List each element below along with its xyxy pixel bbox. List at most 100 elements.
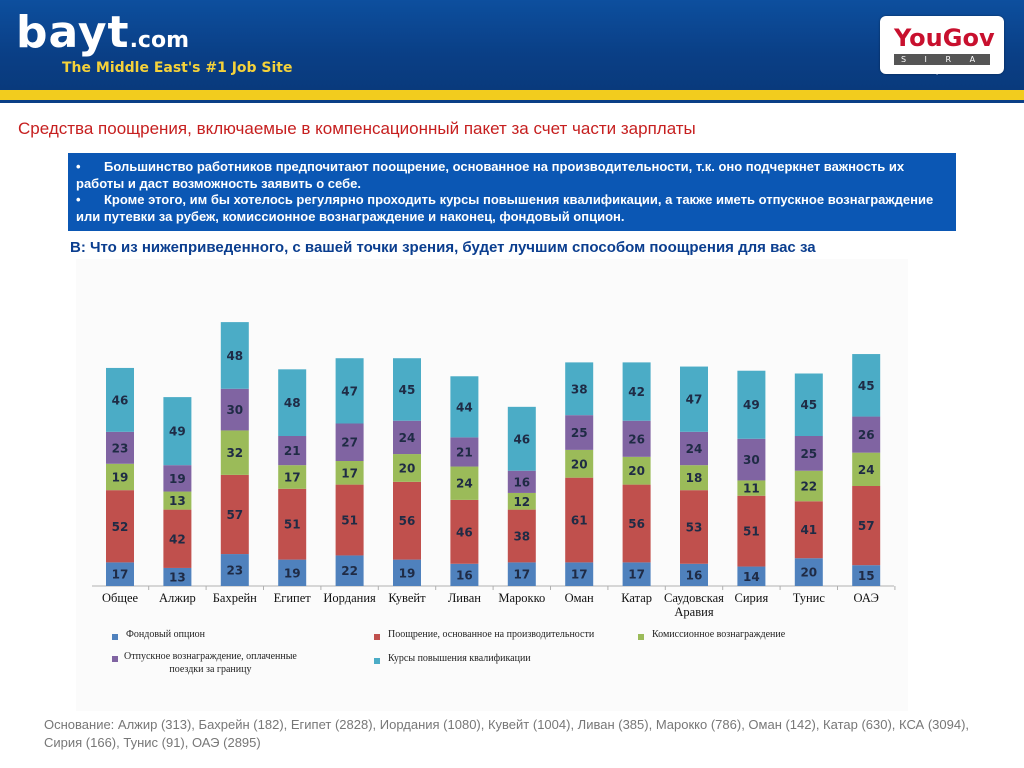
bar-segment bbox=[450, 499, 479, 564]
yougov-logo[interactable]: YouGov S I R A J bbox=[880, 16, 1004, 75]
data-label: 52 bbox=[112, 520, 129, 534]
bar-segment bbox=[507, 509, 536, 563]
data-label: 17 bbox=[628, 568, 645, 582]
bar-segment bbox=[852, 354, 881, 417]
bar-segment bbox=[278, 369, 307, 436]
data-label: 16 bbox=[513, 475, 530, 489]
data-label: 44 bbox=[456, 400, 473, 414]
data-label: 46 bbox=[456, 525, 473, 539]
header-divider bbox=[0, 100, 1024, 103]
data-label: 25 bbox=[571, 426, 588, 440]
x-tick-label: Аравия bbox=[674, 605, 713, 619]
x-tick-label: Оман bbox=[565, 591, 594, 605]
bar-segment bbox=[220, 322, 249, 389]
data-label: 45 bbox=[800, 398, 817, 412]
data-label: 16 bbox=[686, 568, 703, 582]
insight-box: • Большинство работников предпочитают поо… bbox=[68, 153, 956, 231]
data-label: 19 bbox=[284, 566, 301, 580]
data-label: 23 bbox=[112, 441, 129, 455]
data-label: 24 bbox=[456, 477, 473, 491]
header-banner: bayt.com The Middle East's #1 Job Site Y… bbox=[0, 0, 1024, 90]
data-label: 17 bbox=[284, 470, 301, 484]
header-accent-stripe bbox=[0, 90, 1024, 100]
bar-segment bbox=[794, 558, 823, 586]
bar-segment bbox=[794, 501, 823, 559]
data-label: 12 bbox=[513, 495, 530, 509]
data-label: 14 bbox=[743, 570, 760, 584]
x-tick-label: Ливан bbox=[448, 591, 481, 605]
bar-segment bbox=[220, 474, 249, 555]
insight-bullet: • Кроме этого, им бы хотелось регулярно п… bbox=[76, 192, 948, 225]
bar-segment bbox=[737, 370, 766, 439]
data-label: 25 bbox=[800, 447, 817, 461]
x-tick-label: Саудовская bbox=[664, 591, 724, 605]
bar-segment bbox=[794, 435, 823, 471]
data-label: 22 bbox=[800, 479, 817, 493]
x-tick-label: Сирия bbox=[735, 591, 769, 605]
data-label: 15 bbox=[858, 569, 875, 583]
x-tick-label: Тунис bbox=[793, 591, 826, 605]
data-label: 48 bbox=[226, 349, 243, 363]
bullet-symbol: • bbox=[76, 192, 81, 207]
bar-segment bbox=[852, 565, 881, 586]
bar-segment bbox=[737, 480, 766, 496]
survey-question: В: Что из нижеприведенного, с вашей точк… bbox=[70, 239, 816, 256]
data-label: 47 bbox=[341, 384, 358, 398]
data-label: 49 bbox=[169, 425, 186, 439]
x-tick-label: Общее bbox=[102, 591, 139, 605]
bar-segment bbox=[507, 492, 536, 510]
data-label: 19 bbox=[399, 566, 416, 580]
data-label: 38 bbox=[571, 382, 588, 396]
bar-segment bbox=[335, 460, 364, 485]
data-label: 21 bbox=[456, 445, 473, 459]
bar-segment bbox=[335, 358, 364, 424]
data-label: 21 bbox=[284, 444, 301, 458]
data-label: 26 bbox=[628, 432, 645, 446]
bar-segment bbox=[393, 559, 421, 586]
data-label: 41 bbox=[800, 523, 817, 537]
data-label: 24 bbox=[399, 431, 416, 445]
data-label: 22 bbox=[341, 564, 358, 578]
bar-segment bbox=[106, 490, 134, 563]
bar-segment bbox=[163, 465, 192, 492]
bayt-logo[interactable]: bayt.com bbox=[16, 8, 189, 66]
data-label: 51 bbox=[284, 518, 301, 532]
bar-segment bbox=[450, 376, 479, 438]
insight-bullet-text: Кроме этого, им бы хотелось регулярно пр… bbox=[76, 192, 934, 224]
data-label: 20 bbox=[628, 464, 645, 478]
bar-segment bbox=[106, 463, 134, 491]
bar-segment bbox=[565, 362, 594, 416]
bar-segment bbox=[278, 488, 307, 560]
bar-segment bbox=[737, 438, 766, 481]
data-label: 51 bbox=[743, 525, 760, 539]
data-label: 56 bbox=[628, 517, 645, 531]
bar-segment bbox=[450, 437, 479, 467]
data-label: 23 bbox=[226, 564, 243, 578]
data-label: 32 bbox=[226, 446, 243, 460]
bar-segment bbox=[220, 554, 249, 586]
bar-segment bbox=[163, 397, 192, 466]
bar-segment bbox=[622, 562, 651, 586]
data-label: 27 bbox=[341, 436, 358, 450]
data-label: 26 bbox=[858, 428, 875, 442]
bar-segment bbox=[335, 423, 364, 461]
bar-segment bbox=[680, 490, 708, 564]
bar-segment bbox=[450, 466, 479, 500]
bar-segment bbox=[393, 454, 421, 482]
bar-segment bbox=[507, 470, 536, 493]
bar-segment bbox=[220, 388, 249, 431]
bar-segment bbox=[106, 431, 134, 464]
legend-label: Фондовый опцион bbox=[126, 629, 206, 640]
legend-label: Отпускное вознаграждение, оплаченные поез… bbox=[124, 650, 297, 676]
x-tick-label: Египет bbox=[274, 591, 312, 605]
bar-segment bbox=[278, 559, 307, 586]
bar-segment bbox=[335, 555, 364, 586]
bar-segment bbox=[220, 430, 249, 475]
bar-segment bbox=[335, 484, 364, 556]
bar-segment bbox=[622, 484, 651, 563]
bar-segment bbox=[106, 562, 134, 586]
bar-segment bbox=[680, 465, 708, 491]
legend-swatch bbox=[374, 658, 380, 664]
bullet-symbol: • bbox=[76, 159, 81, 174]
insight-bullet: • Большинство работников предпочитают поо… bbox=[76, 159, 948, 192]
